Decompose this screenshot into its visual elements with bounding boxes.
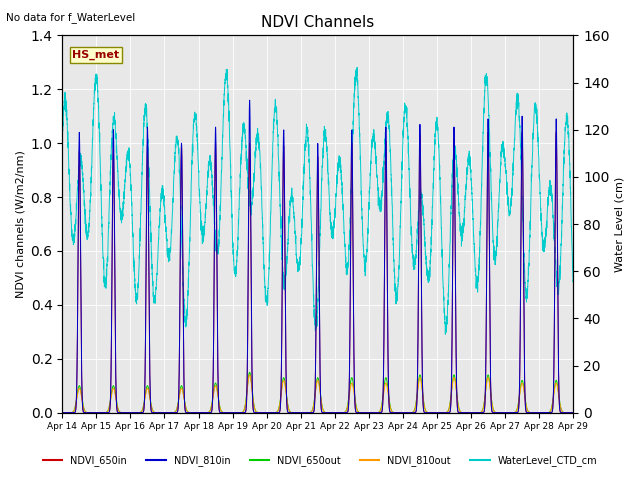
Y-axis label: Water Level (cm): Water Level (cm) <box>615 176 625 272</box>
Text: HS_met: HS_met <box>72 50 120 60</box>
Title: NDVI Channels: NDVI Channels <box>261 15 374 30</box>
Y-axis label: NDVI channels (W/m2/nm): NDVI channels (W/m2/nm) <box>15 150 25 298</box>
Text: No data for f_WaterLevel: No data for f_WaterLevel <box>6 12 136 23</box>
Legend: NDVI_650in, NDVI_810in, NDVI_650out, NDVI_810out, WaterLevel_CTD_cm: NDVI_650in, NDVI_810in, NDVI_650out, NDV… <box>39 452 601 470</box>
